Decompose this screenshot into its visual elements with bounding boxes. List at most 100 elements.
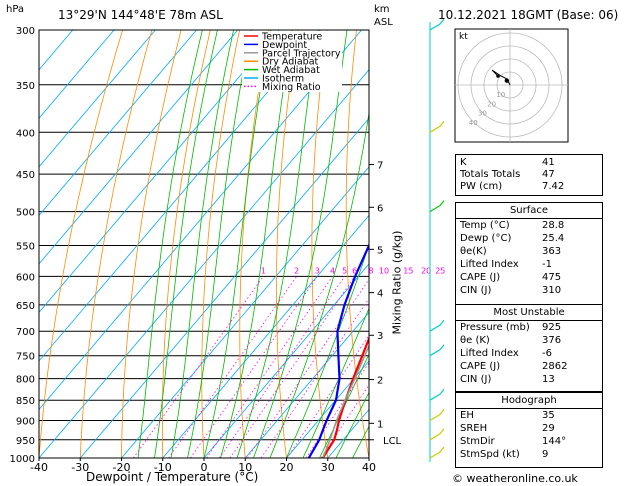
mu-value: 2862: [542, 361, 568, 372]
dry-adiabat-line: [201, 30, 240, 458]
mu-row: CIN (J) 13: [456, 374, 602, 386]
mu-key: θe (K): [460, 335, 490, 346]
index-value: 7.42: [542, 181, 565, 192]
height-tick-label: 3: [377, 331, 383, 342]
mixing-ratio-line: [260, 297, 369, 458]
surface-key: CAPE (J): [460, 272, 501, 283]
wind-barbs: [429, 18, 445, 462]
temperature-tick-label: 40: [362, 461, 376, 474]
height-tick-label: 6: [377, 203, 383, 214]
storm-motion-marker: [504, 78, 510, 83]
x-axis-label: Dewpoint / Temperature (°C): [86, 470, 259, 484]
copyright[interactable]: © weatheronline.co.uk: [452, 472, 578, 485]
wet-adiabat-line: [302, 307, 369, 458]
wind-barb: [429, 388, 445, 401]
mu-value: -6: [542, 348, 552, 359]
dry-adiabat-line: [39, 30, 123, 458]
isotherm-line: [39, 30, 74, 71]
mu-key: CIN (J): [460, 374, 492, 385]
pressure-tick-label: 550: [16, 241, 35, 252]
temperature-tick-label: 30: [321, 461, 335, 474]
wet-adiabat-line: [170, 30, 234, 458]
wet-adiabat-line: [253, 30, 348, 458]
surface-row: CIN (J) 310: [456, 285, 602, 297]
mixing-ratio-label: 15: [403, 266, 413, 275]
asl-label: ASL: [374, 17, 393, 28]
hodo-key: SREH: [460, 423, 488, 434]
hodograph-ring-label: 20: [487, 100, 496, 108]
location-title: 13°29'N 144°48'E 78m ASL: [58, 8, 223, 22]
wet-adiabat-line: [286, 243, 369, 458]
mixing-ratio-line: [320, 384, 369, 458]
mu-value: 13: [542, 374, 555, 385]
chart-axes: 1 2 3 4 5 6 8 10 15 20 253003504004505005506006507…: [10, 26, 446, 474]
mixing-ratio-line: [206, 276, 333, 458]
pressure-tick-label: 900: [16, 417, 35, 428]
surface-row: Dewp (°C) 25.4: [456, 233, 602, 245]
surface-row: Lifted Index -1: [456, 259, 602, 271]
mixing-ratio-line: [247, 278, 369, 458]
trace-parcel-trajectory: [322, 343, 369, 458]
wet-adiabat-line: [203, 30, 272, 458]
surface-row: θe(K) 363: [456, 246, 602, 258]
hodo-key: EH: [460, 410, 474, 421]
mixing-ratio-line: [133, 276, 264, 458]
hodo-row: StmSpd (kt) 9: [456, 449, 602, 461]
wind-barb: [429, 319, 445, 332]
mixing-ratio-line: [286, 334, 369, 458]
wind-barb: [429, 200, 445, 213]
pressure-tick-label: 850: [16, 396, 35, 407]
mixing-ratio-label: 4: [330, 266, 335, 275]
mu-row: Lifted Index -6: [456, 348, 602, 360]
most-unstable-title: Most Unstable: [493, 307, 565, 318]
isotherm-line: [244, 311, 369, 458]
hodo-value: 9: [542, 449, 549, 460]
wind-barb: [429, 120, 445, 133]
isotherm-line: [286, 360, 369, 458]
height-tick-label: 7: [377, 161, 383, 172]
wet-adiabat-line: [137, 30, 203, 458]
dry-adiabat-line: [620, 30, 629, 458]
index-key: Totals Totals: [460, 169, 521, 180]
mixing-ratio-label: 8: [368, 266, 373, 275]
hodograph-table: Hodograph EH 35 SREH 29 StmDir 144° StmSpd …: [455, 392, 603, 468]
isotherm-line: [162, 214, 369, 458]
trace-temperature: [321, 335, 369, 458]
pressure-tick-label: 500: [16, 208, 35, 219]
surface-value: 25.4: [542, 233, 565, 244]
index-value: 41: [542, 157, 555, 168]
index-key: PW (cm): [460, 181, 503, 192]
km-label: km: [374, 4, 390, 15]
wet-adiabat-line: [269, 109, 369, 458]
surface-title: Surface: [509, 205, 549, 216]
hodo-row: SREH 29: [456, 423, 602, 435]
mu-row: Pressure (mb) 925: [456, 322, 602, 334]
surface-value: 363: [542, 246, 562, 257]
pressure-tick-label: 1000: [10, 454, 35, 465]
mixing-ratio-label: 5: [342, 266, 347, 275]
surface-key: Lifted Index: [460, 259, 519, 270]
surface-key: Dewp (°C): [460, 233, 512, 244]
mixing-ratio-axis-label: Mixing Ratio (g/kg): [390, 230, 404, 335]
index-row: K 41: [456, 157, 602, 169]
lcl-label: LCL: [383, 436, 402, 447]
surface-value: 475: [542, 272, 562, 283]
temperature-tick-label: -10: [154, 461, 172, 474]
temperature-tick-label: -40: [30, 461, 48, 474]
temperature-tick-label: 10: [238, 461, 252, 474]
surface-value: 28.8: [542, 220, 565, 231]
index-row: Totals Totals 47: [456, 169, 602, 181]
mixing-ratio-label: 2: [294, 266, 299, 275]
isotherm-line: [39, 30, 197, 216]
isotherm-line: [79, 117, 369, 458]
hodograph-ring-label: 10: [496, 91, 505, 99]
wet-adiabat-line: [187, 30, 252, 458]
surface-row: CAPE (J) 475: [456, 272, 602, 284]
hodograph-ring-label: 30: [478, 110, 487, 118]
isotherm-line: [39, 69, 369, 458]
temperature-tick-label: -30: [71, 461, 89, 474]
dry-adiabat-line: [412, 30, 452, 458]
